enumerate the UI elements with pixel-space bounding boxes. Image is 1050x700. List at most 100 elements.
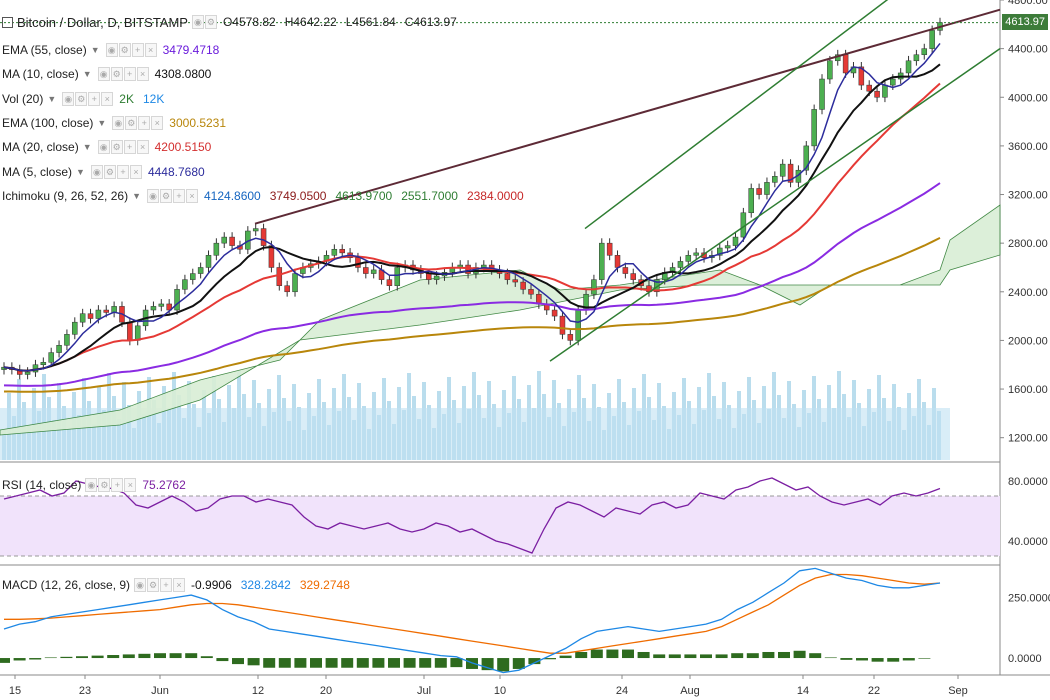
candle-body	[174, 289, 180, 311]
macd-hist-bar	[871, 658, 884, 662]
candle-body	[339, 248, 345, 254]
macd-hist-bar	[278, 658, 291, 668]
macd-hist-bar	[138, 653, 151, 659]
candle-body	[370, 269, 377, 274]
x-tick-label: Sep	[948, 685, 968, 697]
candle-body	[717, 247, 723, 256]
macd-hist-bar	[29, 658, 42, 660]
candle-body	[182, 279, 188, 290]
macd-hist-bar	[60, 656, 73, 659]
candle-body	[827, 60, 833, 80]
candle-body	[355, 257, 361, 268]
macd-hist-bar	[325, 658, 338, 668]
macd-hist-bar	[918, 658, 931, 659]
rsi-band	[0, 496, 1000, 556]
resistance-trendline	[254, 8, 1001, 225]
macd-line	[3, 567, 941, 674]
macd-hist-bar	[544, 658, 556, 660]
candle-body	[40, 362, 47, 365]
macd-tick-label: 250.0000	[1008, 592, 1050, 604]
macd-hist-bar	[91, 655, 104, 659]
x-tick-label: 23	[79, 685, 91, 697]
x-tick-label: 20	[320, 685, 332, 697]
y-tick-label: 1200.00	[1008, 433, 1048, 445]
macd-hist-bar	[809, 653, 822, 659]
candle-body	[504, 273, 511, 280]
candle-body	[905, 60, 912, 74]
x-tick-label: 10	[494, 685, 506, 697]
macd-hist-bar	[154, 653, 166, 659]
rsi-line	[3, 477, 941, 554]
macd-hist-bar	[497, 658, 510, 672]
y-tick-label: 4800.00	[1008, 0, 1048, 7]
y-tick-label: 4400.00	[1008, 44, 1048, 56]
y-tick-label: 3600.00	[1008, 141, 1048, 153]
y-tick-label: 2000.00	[1008, 335, 1048, 347]
candle-body	[150, 306, 157, 311]
macd-hist-bar	[76, 656, 88, 659]
x-tick-label: 12	[252, 685, 264, 697]
macd-hist-bar	[887, 658, 900, 662]
candle-body	[205, 255, 212, 268]
candle-body	[787, 163, 794, 183]
rsi-tick-label: 80.0000	[1008, 476, 1048, 488]
candle-body	[890, 78, 896, 86]
macd-histogram	[0, 649, 931, 672]
macd-hist-bar	[310, 658, 322, 668]
macd-hist-bar	[200, 656, 213, 659]
candle-body	[559, 315, 566, 335]
candle-body	[433, 275, 440, 280]
macd-hist-bar	[13, 658, 26, 661]
macd-hist-bar	[731, 653, 744, 659]
candle-body	[913, 54, 920, 62]
macd-hist-bar	[263, 658, 276, 668]
macd-hist-bar	[185, 653, 198, 659]
candle-body	[732, 236, 739, 246]
ema55-line	[3, 182, 941, 387]
candle-body	[394, 267, 401, 286]
y-tick-label: 4000.00	[1008, 92, 1048, 104]
candle-body	[779, 163, 786, 177]
candle-body	[591, 279, 597, 295]
macd-signal-line	[4, 573, 941, 654]
y-tick-label: 1600.00	[1008, 384, 1048, 396]
macd-hist-bar	[590, 649, 603, 659]
macd-hist-bar	[388, 658, 400, 668]
candle-body	[95, 309, 102, 319]
macd-hist-bar	[434, 658, 447, 668]
candle-body	[103, 309, 110, 313]
candle-body	[882, 84, 888, 98]
macd-hist-bar	[637, 651, 650, 659]
candle-body	[575, 309, 581, 341]
candle-body	[229, 236, 235, 246]
macd-hist-bar	[668, 654, 681, 659]
macd-hist-bar	[216, 658, 229, 662]
x-tick-label: 15	[9, 685, 21, 697]
candle-body	[284, 285, 290, 293]
candle-body	[260, 228, 267, 246]
candle-body	[685, 255, 692, 262]
candle-body	[567, 334, 574, 341]
candle-body	[512, 279, 519, 283]
candle-body	[630, 273, 636, 280]
macd-hist-bar	[606, 649, 619, 659]
macd-hist-bar	[778, 651, 790, 659]
macd-hist-bar	[559, 655, 572, 659]
candle-body	[268, 245, 275, 268]
macd-hist-bar	[294, 658, 307, 668]
candle-body	[803, 145, 810, 171]
candle-body	[252, 228, 259, 232]
macd-hist-bar	[653, 654, 666, 659]
candle-body	[79, 313, 86, 323]
y-tick-label: 2400.00	[1008, 287, 1048, 299]
candles	[1, 17, 943, 380]
candle-body	[866, 84, 872, 92]
candle-body	[606, 242, 613, 256]
candle-body	[599, 242, 605, 280]
macd-hist-bar	[372, 658, 385, 668]
candle-body	[874, 90, 880, 98]
volume-ma-area	[0, 408, 950, 460]
candle-body	[693, 252, 699, 256]
macd-hist-bar	[122, 654, 135, 659]
